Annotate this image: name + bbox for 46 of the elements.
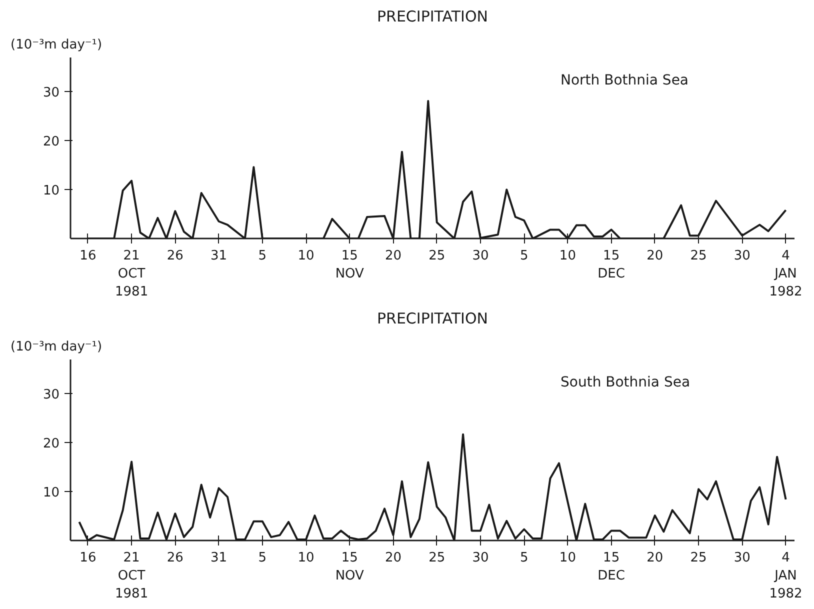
x-tick-label: 31 xyxy=(210,550,228,566)
x-tick-label: 5 xyxy=(258,248,267,264)
x-tick-label: 15 NOV xyxy=(335,248,364,282)
x-tick-label: 20 xyxy=(384,550,402,566)
chart-title: PRECIPITATION xyxy=(376,8,488,26)
x-tick-label: 16 xyxy=(80,550,96,566)
x-tick-label: 5 xyxy=(520,550,528,566)
y-tick-label: 20 xyxy=(42,134,60,150)
x-tick-label: 16 xyxy=(80,248,96,264)
x-tick-label: 25 xyxy=(690,550,707,566)
x-tick-label: 20 xyxy=(384,248,402,264)
x-tick-label: 5 xyxy=(258,550,267,566)
x-tick-label: 30 xyxy=(472,248,489,264)
x-tick-label: 31 xyxy=(210,248,228,264)
x-tick-label: 21 OCT 1981 xyxy=(115,550,148,602)
y-tick-label: 30 xyxy=(42,388,60,403)
x-tick-label: 4 JAN 1982 xyxy=(769,550,802,602)
y-tick-label: 10 xyxy=(42,184,60,199)
x-tick-label: 26 xyxy=(166,248,184,264)
x-tick-label: 5 xyxy=(520,248,528,264)
x-tick-label: 10 xyxy=(559,248,576,264)
text: North Bothnia Sea xyxy=(560,72,689,88)
x-tick-label: 4 JAN 1982 xyxy=(769,248,802,300)
x-tick-label: 30 xyxy=(734,248,750,264)
x-tick-label: 25 xyxy=(428,248,446,264)
chart-title: PRECIPITATION xyxy=(376,310,488,328)
text: South Bothnia Sea xyxy=(560,374,690,390)
x-tick-label: 21 OCT 1981 xyxy=(115,248,148,300)
x-tick-label: 15 NOV xyxy=(335,550,364,584)
x-tick-label: 26 xyxy=(166,550,184,566)
x-tick-label: 20 xyxy=(646,550,664,566)
x-tick-label: 15 DEC xyxy=(598,248,625,282)
x-tick-label: 20 xyxy=(646,248,664,264)
x-tick-label: 30 xyxy=(734,550,750,566)
y-axis-title: (10⁻³m day⁻¹) xyxy=(10,38,102,52)
x-tick-label: 10 xyxy=(559,550,576,566)
y-tick-label: 10 xyxy=(42,486,60,501)
y-tick-label: 20 xyxy=(42,436,60,452)
x-tick-label: 15 DEC xyxy=(598,550,625,584)
x-tick-label: 10 xyxy=(298,550,314,566)
y-tick-label: 30 xyxy=(42,86,60,101)
x-tick-label: 10 xyxy=(298,248,314,264)
x-tick-label: 25 xyxy=(428,550,446,566)
x-tick-label: 30 xyxy=(472,550,489,566)
x-tick-label: 25 xyxy=(690,248,707,264)
y-axis-title: (10⁻³m day⁻¹) xyxy=(10,340,102,354)
